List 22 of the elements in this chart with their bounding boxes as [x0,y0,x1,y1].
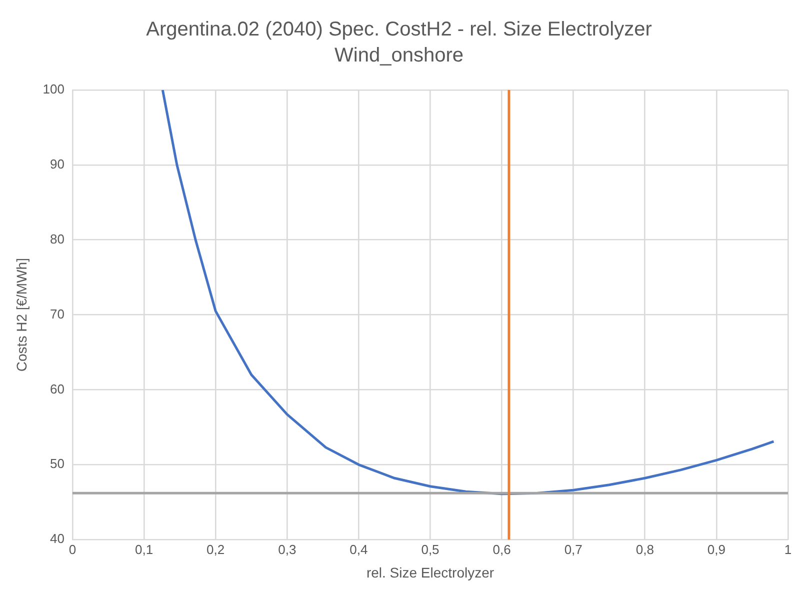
x-tick-label: 0,6 [492,542,511,557]
y-tick-label: 60 [50,381,64,396]
x-tick-label: 0,5 [421,542,440,557]
x-tick-label: 0,3 [278,542,296,557]
y-tick-label: 50 [50,456,64,472]
x-tick-label: 0,9 [707,542,726,557]
x-tick-label: 0,7 [564,542,582,557]
y-tick-label: 70 [50,306,64,322]
chart-subtitle: Wind_onshore [334,44,464,67]
chart-title: Argentina.02 (2040) Spec. CostH2 - rel. Size Electrolyzer [146,18,652,41]
y-tick-label: 90 [50,156,64,172]
x-tick-label: 0,1 [135,542,154,557]
x-tick-label: 0,2 [206,542,225,557]
x-tick-label: 0,4 [350,542,368,557]
y-axis-title: Costs H2 [€/MWh] [13,258,30,372]
x-axis-title: rel. Size Electrolyzer [366,564,494,580]
y-tick-label: 100 [42,82,64,97]
y-tick-label: 40 [50,531,64,546]
x-tick-label: 0 [68,542,76,557]
x-tick-label: 0,8 [636,542,654,557]
x-tick-label: 1 [784,542,792,557]
y-tick-label: 80 [50,231,64,246]
